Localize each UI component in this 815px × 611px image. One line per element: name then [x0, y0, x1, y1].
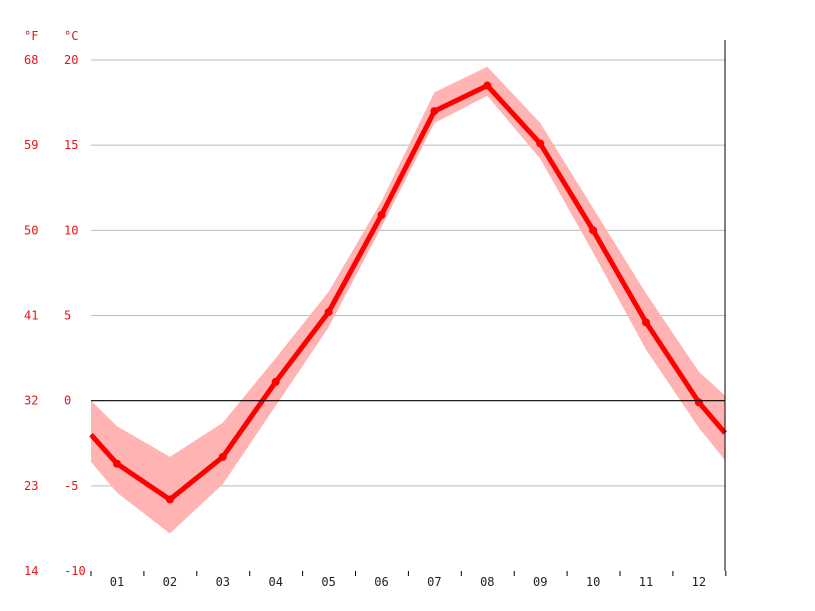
y-tick-label-f: 59 — [24, 138, 38, 152]
series-line — [89, 83, 727, 502]
data-point — [377, 211, 386, 220]
x-tick-label: 08 — [480, 575, 494, 589]
x-tick-label: 02 — [163, 575, 177, 589]
x-tick-label: 03 — [216, 575, 230, 589]
y-tick-label-f: 50 — [24, 223, 38, 237]
x-tick-label: 09 — [533, 575, 547, 589]
x-tick-label: 12 — [692, 575, 706, 589]
fahrenheit-unit-label: °F — [24, 29, 38, 43]
axes — [90, 40, 727, 576]
data-point — [430, 107, 439, 116]
x-tick-label: 04 — [268, 575, 282, 589]
y-tick-label-f: 32 — [24, 394, 38, 408]
temperature-line — [89, 81, 727, 504]
y-tick-label-c: 10 — [64, 223, 78, 237]
x-tick-label: 01 — [110, 575, 124, 589]
y-tick-label-c: -10 — [64, 564, 86, 578]
tick-labels: °F °C 68 20 59 15 50 10 41 5 32 0 23 -5 14 -10 01 02 03 0… — [24, 29, 706, 589]
y-tick-label-f: 14 — [24, 564, 38, 578]
data-point — [324, 308, 333, 317]
x-tick-label: 10 — [586, 575, 600, 589]
y-tick-label-f: 41 — [24, 309, 38, 323]
data-point — [536, 139, 545, 148]
data-point — [483, 81, 492, 90]
x-tick-label: 07 — [427, 575, 441, 589]
data-point — [113, 459, 121, 468]
data-point — [271, 377, 280, 386]
data-point — [642, 318, 650, 327]
temperature-range-band — [91, 66, 725, 534]
y-tick-label-c: -5 — [64, 479, 78, 493]
range-band — [91, 66, 725, 534]
celsius-unit-label: °C — [64, 29, 78, 43]
y-tick-label-c: 20 — [64, 53, 78, 67]
y-tick-label-c: 5 — [64, 309, 71, 323]
x-tick-label: 05 — [321, 575, 335, 589]
y-tick-label-f: 68 — [24, 53, 38, 67]
y-tick-label-c: 15 — [64, 138, 78, 152]
x-tick-label: 11 — [639, 575, 653, 589]
x-tick-label: 06 — [374, 575, 388, 589]
data-point — [165, 495, 174, 504]
y-tick-label-c: 0 — [64, 394, 71, 408]
data-point — [694, 398, 703, 407]
data-point — [589, 226, 598, 235]
y-tick-label-f: 23 — [24, 479, 38, 493]
data-point — [218, 452, 227, 461]
